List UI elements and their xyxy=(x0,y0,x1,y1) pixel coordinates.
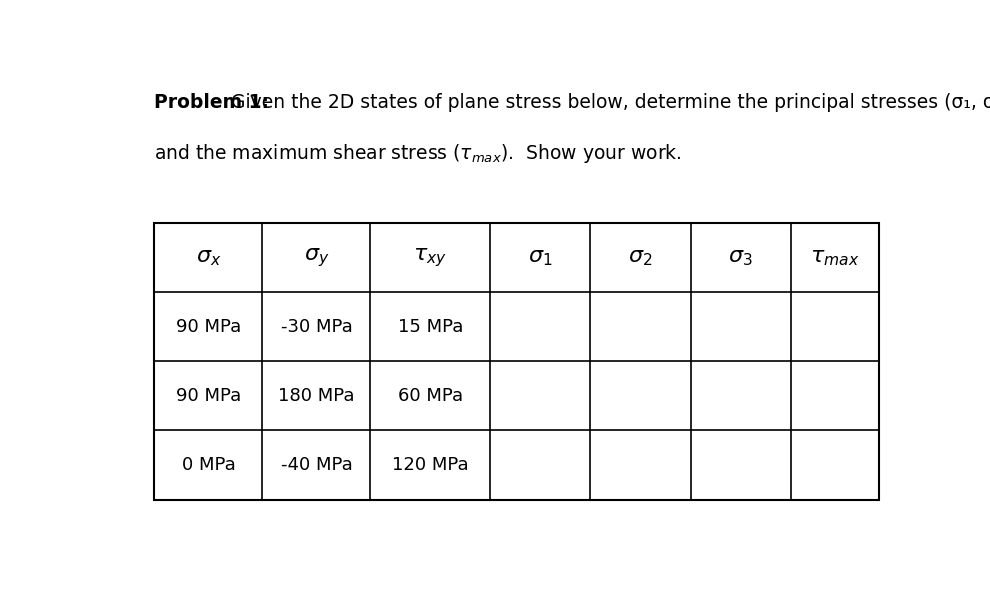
Text: 180 MPa: 180 MPa xyxy=(278,387,354,405)
Text: $\tau_{max}$: $\tau_{max}$ xyxy=(811,248,860,268)
Text: 60 MPa: 60 MPa xyxy=(398,387,462,405)
Text: $\sigma_1$: $\sigma_1$ xyxy=(528,248,552,268)
Text: $\sigma_y$: $\sigma_y$ xyxy=(304,247,329,269)
Text: $\sigma_x$: $\sigma_x$ xyxy=(196,248,221,268)
Text: 90 MPa: 90 MPa xyxy=(176,318,241,336)
Text: 120 MPa: 120 MPa xyxy=(392,456,468,474)
Text: 15 MPa: 15 MPa xyxy=(398,318,463,336)
Text: 0 MPa: 0 MPa xyxy=(181,456,236,474)
Text: and the maximum shear stress ($\tau_{max}$).  Show your work.: and the maximum shear stress ($\tau_{max… xyxy=(154,142,682,165)
Text: 90 MPa: 90 MPa xyxy=(176,387,241,405)
Text: Problem 1:: Problem 1: xyxy=(154,93,269,112)
Text: $\sigma_2$: $\sigma_2$ xyxy=(629,248,652,268)
Text: $\tau_{xy}$: $\tau_{xy}$ xyxy=(413,247,447,269)
Text: Given the 2D states of plane stress below, determine the principal stresses (σ₁,: Given the 2D states of plane stress belo… xyxy=(225,93,990,112)
Text: -30 MPa: -30 MPa xyxy=(280,318,352,336)
Text: -40 MPa: -40 MPa xyxy=(280,456,352,474)
Text: $\sigma_3$: $\sigma_3$ xyxy=(729,248,753,268)
